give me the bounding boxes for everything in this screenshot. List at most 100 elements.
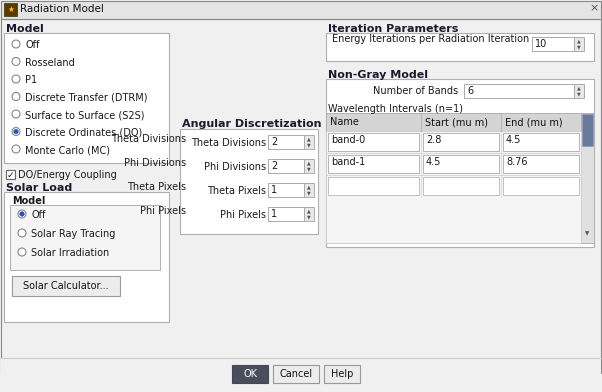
Bar (328, 133, 419, 151)
Text: Angular Discretization: Angular Discretization (182, 119, 321, 129)
Text: Name: Name (330, 117, 359, 127)
Text: Solar Calculator...: Solar Calculator... (23, 281, 109, 291)
Text: Solar Ray Tracing: Solar Ray Tracing (31, 229, 116, 239)
Bar (4, 192, 169, 322)
Circle shape (12, 40, 20, 48)
Text: ▼: ▼ (307, 191, 311, 196)
Text: Phi Divisions: Phi Divisions (124, 158, 186, 168)
Text: Help: Help (331, 369, 353, 379)
Text: Energy Iterations per Radiation Iteration: Energy Iterations per Radiation Iteratio… (332, 34, 529, 44)
Bar (328, 155, 419, 173)
Text: 1: 1 (271, 209, 277, 219)
Text: 8.76: 8.76 (506, 157, 527, 167)
Bar (10, 205, 160, 270)
Text: ▲: ▲ (307, 136, 311, 141)
Text: ▼: ▼ (577, 92, 581, 97)
Text: P1: P1 (25, 75, 37, 85)
Text: ▲: ▲ (577, 85, 581, 90)
Bar (1, 1, 601, 19)
Bar (423, 155, 499, 173)
Bar (328, 177, 419, 195)
Text: Theta Divisions: Theta Divisions (111, 134, 186, 144)
Text: Theta Pixels: Theta Pixels (207, 185, 266, 196)
Bar (12, 276, 120, 296)
Circle shape (14, 129, 18, 134)
Text: Non-Gray Model: Non-Gray Model (328, 70, 428, 80)
Text: Start (mu m): Start (mu m) (425, 117, 488, 127)
Bar (581, 113, 594, 243)
Text: 10: 10 (535, 39, 547, 49)
Bar (423, 177, 499, 195)
Circle shape (12, 110, 20, 118)
Circle shape (12, 93, 20, 100)
Text: 4.5: 4.5 (426, 157, 441, 167)
Bar (268, 207, 304, 221)
Bar (268, 135, 304, 149)
Text: band-1: band-1 (331, 157, 365, 167)
Text: ▼: ▼ (577, 45, 581, 50)
Text: ▲: ▲ (577, 38, 581, 43)
Circle shape (18, 210, 26, 218)
Text: ✓: ✓ (7, 171, 14, 180)
Bar (464, 84, 574, 98)
Bar (326, 113, 594, 243)
Text: Phi Pixels: Phi Pixels (220, 209, 266, 220)
Bar (503, 155, 579, 173)
Text: Theta Pixels: Theta Pixels (127, 182, 186, 192)
Circle shape (12, 145, 20, 153)
Text: Cancel: Cancel (279, 369, 312, 379)
Bar (6, 170, 15, 179)
Bar (326, 33, 594, 61)
Bar (1, 358, 601, 391)
Text: ▲: ▲ (307, 184, 311, 189)
Circle shape (12, 127, 20, 136)
Text: Rosseland: Rosseland (25, 58, 75, 67)
Text: Number of Bands: Number of Bands (373, 86, 458, 96)
Bar (574, 84, 584, 98)
Text: Off: Off (31, 210, 45, 220)
Bar (423, 133, 499, 151)
Bar (326, 131, 581, 153)
Circle shape (18, 229, 26, 237)
Bar (304, 135, 314, 149)
Text: Iteration Parameters: Iteration Parameters (328, 24, 458, 34)
Bar (273, 365, 319, 383)
Text: 2.8: 2.8 (426, 135, 441, 145)
Text: Discrete Transfer (DTRM): Discrete Transfer (DTRM) (25, 93, 147, 102)
Text: Phi Pixels: Phi Pixels (140, 206, 186, 216)
Circle shape (12, 75, 20, 83)
Text: Solar Irradiation: Solar Irradiation (31, 248, 109, 258)
Bar (304, 207, 314, 221)
Bar (268, 183, 304, 197)
Bar (503, 133, 579, 151)
Bar (326, 175, 581, 243)
Text: 2: 2 (271, 137, 278, 147)
Bar (304, 183, 314, 197)
Bar (574, 37, 584, 51)
Text: ▲: ▲ (307, 208, 311, 213)
Bar (268, 159, 304, 173)
Text: End (mu m): End (mu m) (505, 117, 563, 127)
Circle shape (18, 248, 26, 256)
Bar (582, 114, 593, 146)
Text: ▼: ▼ (585, 232, 589, 236)
Text: Phi Divisions: Phi Divisions (204, 162, 266, 172)
Text: ▼: ▼ (307, 143, 311, 148)
Text: Model: Model (12, 196, 45, 206)
Bar (324, 365, 360, 383)
Bar (4, 33, 169, 163)
Text: 4.5: 4.5 (506, 135, 521, 145)
Text: OK: OK (243, 369, 257, 379)
Text: 2: 2 (271, 161, 278, 171)
Bar (326, 153, 581, 175)
Text: Discrete Ordinates (DO): Discrete Ordinates (DO) (25, 127, 142, 138)
Text: 6: 6 (467, 86, 473, 96)
Text: Monte Carlo (MC): Monte Carlo (MC) (25, 145, 110, 155)
Circle shape (20, 212, 24, 216)
Text: band-0: band-0 (331, 135, 365, 145)
Text: ★: ★ (7, 5, 14, 14)
Text: Surface to Surface (S2S): Surface to Surface (S2S) (25, 110, 144, 120)
Text: ×: × (589, 3, 598, 13)
Text: Radiation Model: Radiation Model (20, 4, 104, 13)
Bar (180, 129, 318, 234)
